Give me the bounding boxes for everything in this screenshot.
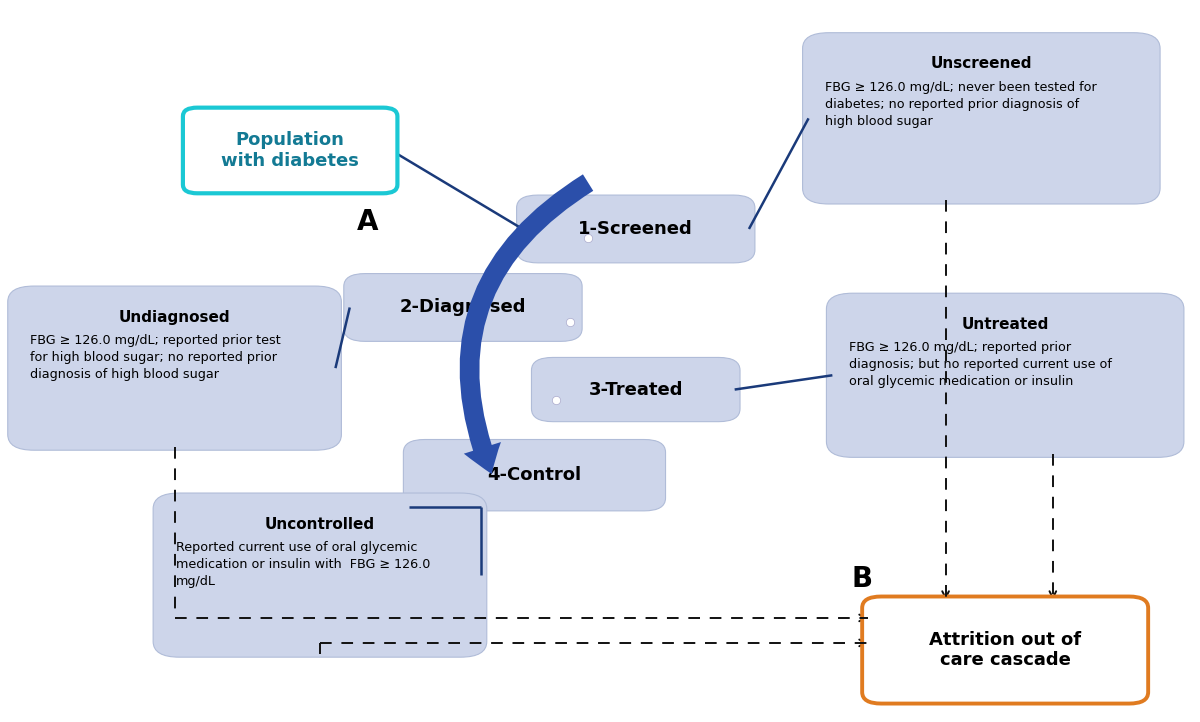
FancyBboxPatch shape [182, 108, 397, 193]
Text: Attrition out of
care cascade: Attrition out of care cascade [929, 630, 1081, 669]
Text: Undiagnosed: Undiagnosed [119, 310, 230, 325]
Text: 4-Control: 4-Control [487, 466, 582, 484]
FancyBboxPatch shape [154, 493, 487, 657]
Text: 2-Diagnosed: 2-Diagnosed [400, 298, 527, 316]
FancyBboxPatch shape [532, 357, 740, 422]
Text: FBG ≥ 126.0 mg/dL; reported prior test
for high blood sugar; no reported prior
d: FBG ≥ 126.0 mg/dL; reported prior test f… [30, 334, 281, 381]
Text: FBG ≥ 126.0 mg/dL; never been tested for
diabetes; no reported prior diagnosis o: FBG ≥ 126.0 mg/dL; never been tested for… [826, 81, 1097, 128]
FancyArrowPatch shape [460, 174, 593, 474]
FancyBboxPatch shape [827, 293, 1184, 457]
FancyBboxPatch shape [516, 195, 755, 263]
Text: Population
with diabetes: Population with diabetes [221, 131, 359, 170]
Text: Uncontrolled: Uncontrolled [265, 516, 376, 531]
FancyBboxPatch shape [7, 286, 342, 451]
Text: B: B [852, 565, 872, 593]
FancyBboxPatch shape [803, 32, 1160, 204]
FancyBboxPatch shape [403, 440, 666, 511]
Text: Unscreened: Unscreened [930, 56, 1032, 71]
Text: A: A [356, 208, 378, 236]
Text: 1-Screened: 1-Screened [578, 220, 694, 238]
Text: Reported current use of oral glycemic
medication or insulin with  FBG ≥ 126.0
mg: Reported current use of oral glycemic me… [175, 541, 430, 588]
FancyBboxPatch shape [862, 596, 1148, 703]
Text: FBG ≥ 126.0 mg/dL; reported prior
diagnosis; but no reported current use of
oral: FBG ≥ 126.0 mg/dL; reported prior diagno… [850, 341, 1112, 388]
Text: Untreated: Untreated [961, 317, 1049, 331]
Text: 3-Treated: 3-Treated [588, 380, 683, 399]
FancyBboxPatch shape [343, 274, 582, 342]
